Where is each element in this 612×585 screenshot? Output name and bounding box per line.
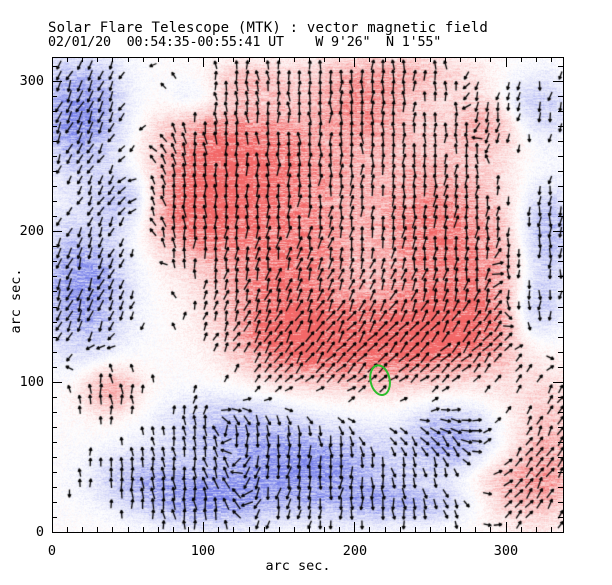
y-tick-label-300: 300 bbox=[19, 73, 44, 89]
y-tick-label-100: 100 bbox=[19, 374, 44, 390]
figure-subtitle: 02/01/20 00:54:35-00:55:41 UT W 9'26" N … bbox=[48, 35, 442, 50]
x-tick-label-300: 300 bbox=[493, 543, 519, 559]
magnetic-field-canvas bbox=[53, 58, 563, 532]
x-tick-label-200: 200 bbox=[342, 543, 368, 559]
y-axis-label: arc sec. bbox=[8, 268, 24, 334]
figure-title: Solar Flare Telescope (MTK) : vector mag… bbox=[48, 20, 489, 36]
y-tick-label-200: 200 bbox=[19, 223, 44, 239]
y-tick-label-0: 0 bbox=[35, 524, 44, 540]
x-tick-label-0: 0 bbox=[47, 543, 57, 559]
x-axis-label: arc sec. bbox=[265, 558, 331, 574]
x-tick-label-100: 100 bbox=[190, 543, 216, 559]
